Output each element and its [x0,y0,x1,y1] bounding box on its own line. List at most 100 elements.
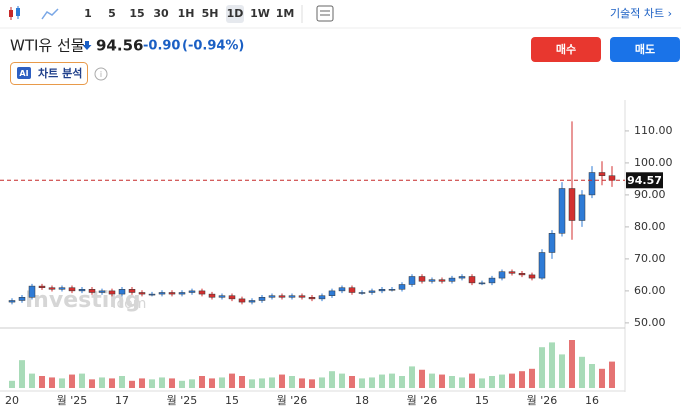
price: 94.56 [96,37,143,55]
volume-bar [389,373,395,388]
volume-bar [279,374,285,388]
interval-button[interactable]: 5H [202,7,219,20]
candle-body [538,252,546,279]
candle-body [318,295,326,300]
chart-type-icon[interactable] [9,6,20,20]
interval-button[interactable]: 15 [129,7,144,20]
area-icon[interactable] [41,8,59,20]
volume-bar [539,347,545,388]
buy-button[interactable] [531,37,601,62]
candle-body [218,295,226,298]
volume-bar [339,373,345,388]
volume-bar [59,378,65,388]
change: -0.90 [143,39,180,54]
candle-body [368,290,376,293]
volume-bar [169,378,175,388]
interval-button[interactable]: 1H [178,7,195,20]
volume-bar [609,361,615,388]
volume-bar [189,379,195,388]
table-icon[interactable] [316,5,334,22]
volume-bar [19,360,25,388]
sell-button[interactable] [610,37,680,62]
info-icon[interactable] [94,67,108,81]
technical-chart-link[interactable]: 기술적 차트 › [610,7,672,20]
last-price-tag [626,172,663,189]
volume-bar [289,376,295,388]
volume-bar [379,374,385,388]
interval-button[interactable]: 1W [250,7,270,20]
interval-button[interactable]: 5 [108,7,116,20]
volume-bar [319,377,325,388]
volume-bar [159,377,165,388]
candle-body [248,300,256,303]
x-tick-label: 월 '26 [277,394,308,407]
instrument-title: WTI유 선물 [10,37,85,55]
candle-body [188,290,196,293]
candle-body [288,295,296,298]
down-arrow [82,41,92,50]
interval-button[interactable]: 1 [84,7,92,20]
y-tick-label: 90.00 [634,188,666,201]
candle-body [228,295,236,300]
candle-body [528,274,536,279]
volume-bar [9,380,15,388]
volume-bar [219,377,225,388]
y-tick-label: 50.00 [634,316,666,329]
candle-body [408,276,416,285]
volume-bar [509,373,515,388]
x-tick-label: 17 [115,394,129,407]
x-tick-label: 월 '25 [167,394,198,407]
candle-body [338,287,346,292]
x-tick-label: 월 '26 [527,394,558,407]
candle-body [548,233,556,253]
candle-body [458,276,466,279]
candle-body [448,277,456,282]
candle-body [598,172,606,176]
x-tick-label: 16 [585,394,599,407]
candle-body [58,287,66,290]
volume-bar [449,376,455,388]
interval-button[interactable]: 1M [276,7,295,20]
watermark-suffix: .com [112,296,146,312]
candle-body [378,289,386,292]
candle-body [488,277,496,284]
volume-bar [429,373,435,388]
volume-bar [569,340,575,388]
volume-bar [199,376,205,388]
candle-body [428,279,436,282]
volume-bar [409,366,415,388]
x-tick-label: 월 '25 [57,394,88,407]
volume-bar [499,374,505,388]
volume-bar [329,371,335,388]
candle-body [8,300,16,303]
volume-bar [489,376,495,388]
candle-body [558,188,566,234]
candle-body [478,282,486,285]
candle-body [308,297,316,300]
volume-bar [549,342,555,388]
candle-body [268,295,276,298]
volume-bar [479,378,485,388]
candle-body [48,287,56,290]
candle-body [418,276,426,282]
volume-bar [129,380,135,388]
candle-body [18,297,26,301]
y-tick-label: 100.00 [634,156,673,169]
buy-label[interactable]: 매수 [556,42,576,56]
ai-badge-bg [17,67,31,79]
candle-body [568,188,576,221]
selected-interval-bg [226,5,244,23]
ai-label[interactable]: 차트 분석 [38,66,82,80]
candle-body [208,293,216,298]
candle-body [588,172,596,196]
candle-body [328,290,336,296]
interval-button[interactable]: 1D [227,7,244,20]
candle-body [278,295,286,298]
interval-button[interactable]: 30 [153,7,169,20]
volume-bar [299,378,305,388]
candle-body [398,284,406,290]
volume-bar [519,371,525,388]
sell-label[interactable]: 매도 [635,42,655,56]
volume-bar [469,373,475,388]
